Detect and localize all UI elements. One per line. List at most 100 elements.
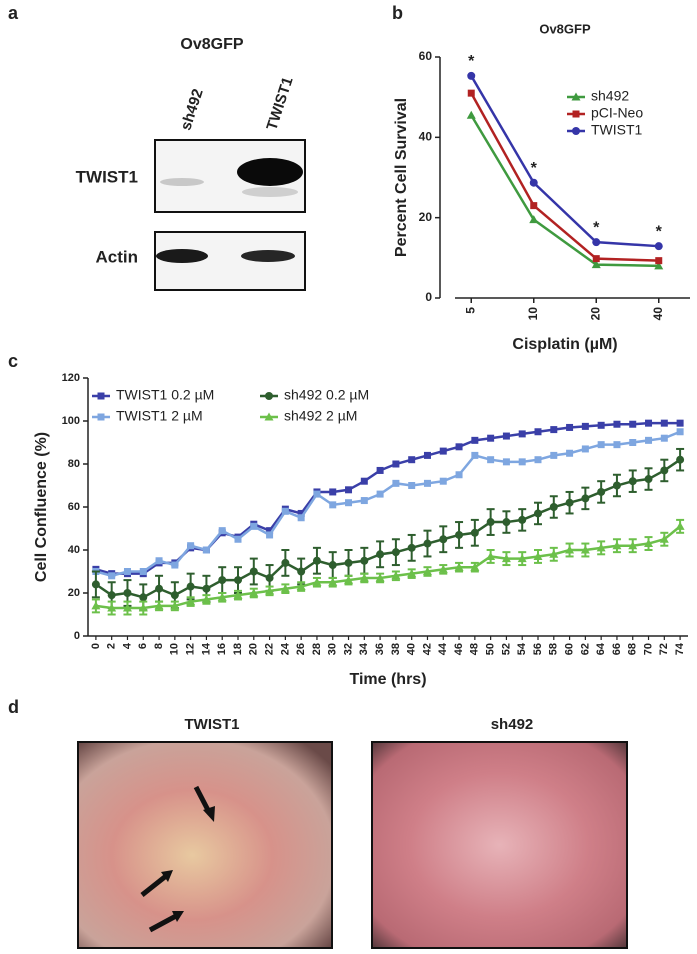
x-tick-label: 44 [437, 642, 449, 655]
annotation: * [656, 223, 663, 240]
marker [360, 497, 368, 505]
marker [501, 554, 511, 563]
x-tick-label: 42 [421, 643, 433, 655]
marker [155, 584, 164, 593]
marker [123, 568, 131, 575]
series-line [470, 114, 659, 268]
marker [470, 528, 479, 537]
marker [391, 548, 400, 557]
marker [628, 541, 638, 550]
x-tick-label: 54 [516, 642, 528, 655]
marker [123, 589, 132, 597]
y-tick-label: 80 [68, 458, 80, 470]
marker [597, 441, 605, 449]
marker [676, 419, 684, 427]
blot-title: Ov8GFP [180, 36, 243, 53]
marker [138, 603, 148, 612]
legend-label: sh492 0.2 µM [284, 387, 369, 403]
marker [628, 477, 637, 486]
marker [171, 561, 179, 569]
y-tick-label: 40 [419, 130, 433, 144]
marker [360, 477, 368, 485]
marker [676, 428, 684, 436]
marker [486, 551, 496, 560]
marker [186, 597, 196, 606]
marker [97, 392, 105, 400]
marker [487, 456, 495, 464]
marker [392, 460, 400, 468]
marker [597, 487, 606, 496]
row-label: Actin [96, 247, 139, 266]
y-tick-label: 20 [68, 587, 80, 599]
marker [186, 582, 195, 591]
marker [655, 257, 663, 265]
marker [265, 586, 275, 595]
marker [439, 477, 447, 485]
x-axis-label: Time (hrs) [349, 671, 426, 688]
marker [170, 601, 180, 610]
marker [266, 527, 274, 535]
x-tick-label: 72 [658, 643, 670, 655]
marker [502, 432, 510, 440]
x-tick-label: 26 [295, 643, 307, 655]
marker [187, 542, 195, 550]
marker [565, 498, 574, 507]
marker [154, 601, 164, 610]
marker [345, 486, 353, 494]
y-tick-label: 0 [425, 290, 432, 304]
marker [234, 576, 242, 585]
y-tick-label: 20 [419, 210, 433, 224]
marker [265, 573, 274, 582]
x-tick-label: 6 [137, 643, 149, 649]
marker [571, 92, 581, 101]
marker [407, 569, 417, 578]
marker [107, 603, 117, 612]
marker [360, 556, 369, 565]
marker [408, 482, 416, 489]
legend-label: TWIST1 2 µM [116, 408, 203, 424]
marker [660, 434, 668, 442]
marker [644, 539, 654, 548]
marker [122, 603, 132, 612]
marker [676, 455, 685, 464]
legend-label: sh492 [591, 88, 629, 104]
marker [329, 501, 337, 509]
marker [471, 451, 479, 459]
marker [455, 530, 464, 539]
marker [566, 449, 574, 457]
marker [470, 562, 480, 571]
x-tick-label: 5 [463, 307, 477, 314]
marker [329, 488, 337, 496]
x-tick-label: 50 [485, 643, 497, 655]
x-tick-label: 58 [548, 643, 560, 655]
marker [266, 531, 274, 539]
marker [581, 445, 589, 453]
x-tick-label: 2 [106, 643, 118, 649]
marker [533, 551, 543, 560]
marker [234, 535, 242, 543]
marker [344, 558, 353, 567]
marker [517, 554, 527, 563]
x-tick-label: 34 [358, 642, 370, 655]
x-tick-label: 4 [121, 642, 133, 649]
marker [591, 260, 601, 269]
marker [170, 591, 179, 600]
marker [518, 430, 526, 438]
marker [645, 419, 653, 427]
y-tick-label: 120 [62, 372, 80, 384]
x-tick-label: 74 [674, 642, 686, 655]
row-label: TWIST1 [76, 167, 138, 186]
marker [660, 419, 668, 427]
x-tick-label: 16 [216, 643, 228, 655]
y-axis-label: Percent Cell Survival [393, 98, 410, 257]
marker [654, 242, 663, 251]
y-tick-label: 60 [68, 501, 80, 513]
marker [613, 441, 621, 449]
marker [659, 534, 669, 543]
marker [572, 127, 580, 135]
x-tick-label: 0 [90, 643, 102, 649]
legend-label: pCI-Neo [591, 105, 643, 121]
marker [281, 507, 289, 515]
marker [502, 518, 511, 527]
